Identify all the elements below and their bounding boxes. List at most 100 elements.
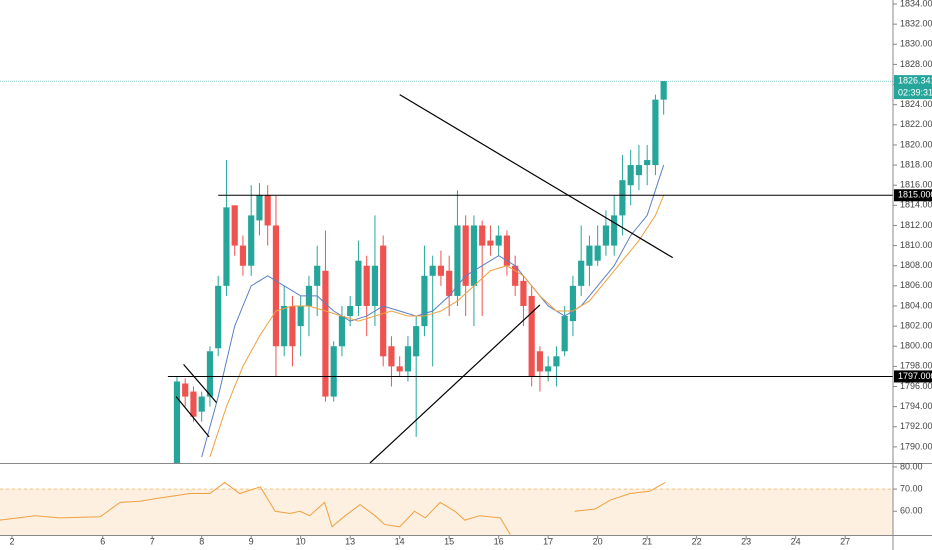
candle-body bbox=[520, 280, 527, 306]
x-tick-label: 13 bbox=[345, 536, 355, 546]
candle-body bbox=[528, 295, 535, 377]
y-tick-label: 1818.000 bbox=[900, 159, 932, 169]
x-tick-label: 16 bbox=[494, 536, 504, 546]
candle-body bbox=[272, 225, 280, 347]
candle-body bbox=[495, 235, 502, 246]
candle-body bbox=[454, 225, 461, 296]
y-tick-label: 1796.000 bbox=[900, 381, 932, 391]
x-tick-label: 6 bbox=[100, 536, 105, 546]
candle-body bbox=[223, 207, 230, 286]
countdown-label: 02:39:31 bbox=[898, 87, 932, 97]
candle-body bbox=[396, 366, 403, 372]
y-tick-label: 1830.000 bbox=[900, 39, 932, 49]
y-tick-label: 1790.000 bbox=[900, 441, 932, 451]
x-tick-label: 7 bbox=[150, 536, 155, 546]
candle-body bbox=[429, 265, 436, 276]
y-tick-label: 1816.000 bbox=[900, 180, 932, 190]
candle-body bbox=[536, 351, 544, 372]
candle-body bbox=[635, 165, 643, 176]
trendline bbox=[369, 304, 541, 463]
candle-body bbox=[355, 260, 362, 306]
candle-body bbox=[545, 366, 552, 372]
candle-body bbox=[289, 305, 296, 347]
x-tick-label: 15 bbox=[444, 536, 454, 546]
candle-body bbox=[413, 326, 420, 357]
last-price-label: 1826.341 bbox=[898, 75, 932, 85]
y-tick-label: 1820.000 bbox=[900, 139, 932, 149]
candle-body bbox=[479, 225, 486, 246]
candle-body bbox=[404, 346, 412, 372]
x-tick-label: 21 bbox=[642, 536, 652, 546]
candle-body bbox=[446, 270, 453, 296]
y-tick-label: 1804.000 bbox=[900, 300, 932, 310]
candle-body bbox=[190, 391, 197, 417]
candle-body bbox=[388, 346, 395, 367]
y-tick-label: 1834.000 bbox=[900, 0, 932, 8]
x-tick-label: 8 bbox=[199, 536, 204, 546]
candle-body bbox=[182, 383, 189, 397]
candle-body bbox=[594, 245, 601, 261]
rsi-line bbox=[0, 481, 666, 535]
candle-body bbox=[248, 215, 255, 266]
candle-body bbox=[553, 356, 560, 367]
y-tick-label: 1810.000 bbox=[900, 240, 932, 250]
x-tick-label: 9 bbox=[249, 536, 254, 546]
candle-body bbox=[380, 245, 387, 357]
y-tick-label: 1798.000 bbox=[900, 361, 932, 371]
level-label-box bbox=[894, 189, 932, 202]
candle-body bbox=[173, 381, 181, 463]
level-label-box bbox=[894, 370, 932, 383]
y-tick-label: 1812.000 bbox=[900, 220, 932, 230]
y-tick-label: 1794.000 bbox=[900, 401, 932, 411]
moving-average bbox=[209, 195, 665, 458]
candle-body bbox=[578, 260, 585, 286]
candle-body bbox=[421, 275, 428, 327]
candle-body bbox=[239, 245, 247, 266]
candle-body bbox=[503, 235, 511, 266]
rsi-band bbox=[0, 489, 893, 535]
y-tick-label: 1792.000 bbox=[900, 421, 932, 431]
candle-body bbox=[611, 215, 618, 246]
x-tick-label: 2 bbox=[9, 536, 14, 546]
candle-body bbox=[462, 225, 469, 286]
candle-body bbox=[487, 240, 494, 246]
candle-body bbox=[569, 285, 577, 322]
candle-body bbox=[437, 265, 445, 276]
x-tick-label: 17 bbox=[543, 536, 553, 546]
candle-body bbox=[470, 225, 478, 286]
candle-body bbox=[619, 180, 626, 216]
x-tick-label: 23 bbox=[741, 536, 751, 546]
candle-body bbox=[330, 346, 337, 397]
candle-body bbox=[371, 265, 379, 306]
candle-body bbox=[297, 305, 304, 327]
trendline bbox=[399, 94, 674, 259]
y-tick-label: 1828.000 bbox=[900, 59, 932, 69]
candle-body bbox=[602, 225, 610, 246]
rsi-tick-label: 80.00 bbox=[900, 461, 923, 471]
last-price-box bbox=[894, 75, 932, 100]
candle-body bbox=[363, 265, 370, 306]
candle-body bbox=[256, 195, 263, 221]
candle-body bbox=[347, 305, 354, 317]
x-tick-label: 14 bbox=[395, 536, 405, 546]
level-label: 1797.000 bbox=[898, 371, 932, 381]
rsi-pane bbox=[0, 481, 893, 535]
y-tick-label: 1814.000 bbox=[900, 200, 932, 210]
x-tick-label: 27 bbox=[840, 536, 850, 546]
candle-body bbox=[652, 99, 659, 166]
trendline bbox=[175, 396, 210, 438]
candle-body bbox=[215, 285, 222, 349]
x-tick-label: 24 bbox=[791, 536, 801, 546]
x-tick-label: 20 bbox=[593, 536, 603, 546]
candle-body bbox=[322, 270, 329, 397]
y-tick-label: 1808.000 bbox=[900, 260, 932, 270]
candle-body bbox=[314, 265, 321, 286]
y-tick-label: 1824.000 bbox=[900, 99, 932, 109]
candle-body bbox=[281, 305, 288, 347]
level-label: 1815.000 bbox=[898, 190, 932, 200]
candle-body bbox=[586, 245, 593, 266]
candle-body bbox=[644, 160, 651, 166]
y-tick-label: 1822.000 bbox=[900, 119, 932, 129]
price-pane bbox=[0, 80, 893, 463]
